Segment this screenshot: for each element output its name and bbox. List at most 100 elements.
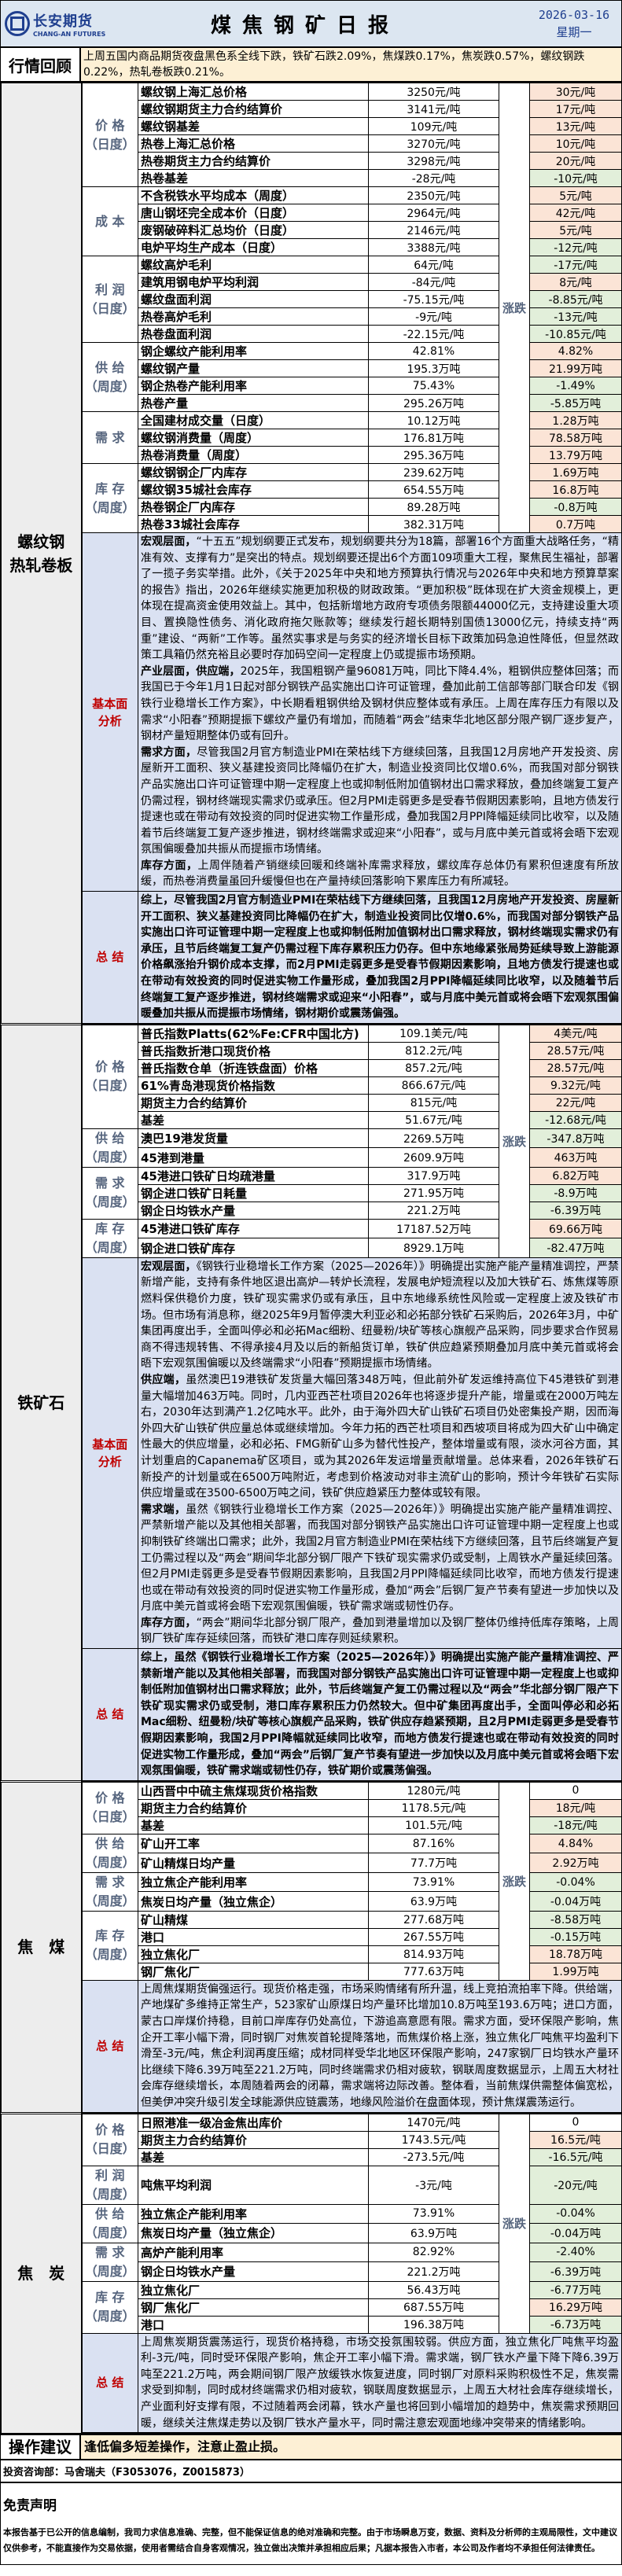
indicator-change: -20元/吨 bbox=[529, 2165, 622, 2205]
indicator-change: 13.79万吨 bbox=[529, 446, 622, 464]
table-row: 港口 267.55万吨 -0.15万吨 bbox=[2, 1927, 622, 1946]
logo-emblem-icon bbox=[5, 11, 30, 36]
indicator-change: 9.32元/吨 bbox=[529, 1076, 622, 1095]
indicator-value: -3元/吨 bbox=[368, 2165, 499, 2205]
indicator-value: 2609.9万吨 bbox=[368, 1147, 499, 1168]
trading-advice-label: 操作建议 bbox=[1, 2435, 81, 2460]
table-row: 基差 101.5元/吨 -18元/吨 bbox=[2, 1816, 622, 1834]
summary-text: 上周焦煤期货偏强运行。现货价格走强，市场采购情绪有所升温，线上竞拍流拍率下降。供… bbox=[138, 1979, 622, 2114]
table-row: 库 存 （周度） 螺纹钢钢企厂内库存 239.62万吨 1.69万吨 bbox=[2, 463, 622, 533]
disclaimer-text: 本报告基于已公开的信息编制，我司力求信息准确、完整，但不能保证信息的绝对准确和完… bbox=[3, 2527, 617, 2554]
indicator-value: 101.5元/吨 bbox=[368, 1816, 499, 1834]
analysis-paragraph-lead: 需求方面， bbox=[141, 745, 197, 759]
indicator-name: 基差 bbox=[138, 1110, 369, 1129]
indicator-value: 654.55万吨 bbox=[368, 480, 499, 499]
indicator-value: 3270元/吨 bbox=[368, 134, 499, 153]
indicator-change: 16.8万吨 bbox=[529, 480, 622, 499]
indicator-value: 8929.1万吨 bbox=[368, 1238, 499, 1258]
table-row: 45港到港量 2609.9万吨 463万吨 bbox=[2, 1147, 622, 1168]
indicator-name: 热卷上海汇总价格 bbox=[138, 134, 369, 153]
table-row: 焦 煤价 格 （日度） 山西晋中中硫主焦煤现货价格指数 1280元/吨 涨跌 0 bbox=[1, 1781, 622, 2114]
section-category: 螺纹钢 热轧卷板 bbox=[1, 82, 83, 1025]
indicator-value: 382.31万吨 bbox=[368, 515, 499, 533]
indicator-name: 热卷高炉毛利 bbox=[138, 307, 369, 326]
analysis-paragraph-lead: 库存方面， bbox=[141, 859, 198, 872]
table-row: 利 润 （周度） 吨焦平均利润 -3元/吨 -20元/吨 bbox=[2, 2165, 622, 2205]
logo-name-en: CHANG-AN FUTURES bbox=[33, 30, 106, 38]
report-title: 煤焦钢矿日报 bbox=[210, 13, 399, 38]
indicator-change: -12.68元/吨 bbox=[529, 1110, 622, 1129]
indicator-name: 普氏指数折港口现货价格 bbox=[138, 1041, 369, 1060]
indicator-name: 不含税铁水平均成本（周度） bbox=[138, 186, 369, 204]
group-label: 库 存 （周度） bbox=[81, 2280, 138, 2334]
indicator-name: 港口 bbox=[138, 1927, 369, 1946]
report-header: 长安期货 CHANG-AN FUTURES 煤焦钢矿日报 2026-03-16 … bbox=[1, 1, 621, 48]
table-row: 唐山钢坯完全成本价（日度） 2964元/吨 42元/吨 bbox=[2, 204, 622, 222]
indicator-value: 87.16% bbox=[368, 1833, 499, 1854]
indicator-name: 螺纹高炉毛利 bbox=[138, 256, 369, 274]
report-date: 2026-03-16 bbox=[538, 8, 610, 22]
indicator-change: -82.47万吨 bbox=[529, 1238, 622, 1258]
indicator-change: 16.5元/吨 bbox=[529, 2130, 622, 2149]
group-label: 价 格 （日度） bbox=[81, 1781, 138, 1834]
trading-advice: 操作建议 逢低偏多短差操作，注意止盈止损。 bbox=[1, 2434, 621, 2461]
group-label: 价 格 （日度） bbox=[81, 2113, 138, 2166]
indicator-change: 8元/吨 bbox=[529, 273, 622, 291]
change-column-label: 涨跌 bbox=[499, 1781, 530, 1981]
indicator-name: 热卷盘面利润 bbox=[138, 325, 369, 343]
indicator-name: 钢企热卷产能利用率 bbox=[138, 377, 369, 395]
indicator-value: 267.55万吨 bbox=[368, 1927, 499, 1946]
indicator-name: 螺纹钢期货主力合约结算价 bbox=[138, 100, 369, 118]
indicator-name: 山西晋中中硫主焦煤现货价格指数 bbox=[138, 1781, 369, 1800]
indicator-name: 澳巴19港发货量 bbox=[138, 1128, 369, 1149]
table-row: 螺纹钢期货主力合约结算价 3141元/吨 17元/吨 bbox=[2, 100, 622, 118]
indicator-name: 矿山开工率 bbox=[138, 1833, 369, 1854]
table-row: 铁矿石价 格 （日度） 普氏指数Platts(62%Fe:CFR中国北方) 109.… bbox=[1, 1024, 622, 1782]
disclaimer: 免责声明 本报告基于已公开的信息编制，我司力求信息准确、完整，但不能保证信息的绝… bbox=[1, 2483, 621, 2564]
group-label: 需 求 （周度） bbox=[81, 1871, 138, 1912]
summary-text: 上周焦炭期货震荡运行，现货价格持稳，市场交投氛围较弱。供应方面，独立焦化厂吨焦平… bbox=[138, 2332, 622, 2434]
indicator-name: 热卷消费量（周度） bbox=[138, 446, 369, 464]
table-row: 库 存 （周度） 独立焦化厂 56.43万吨 -6.77万吨 bbox=[2, 2280, 622, 2334]
analysis-row: 基本面 分析 宏观层面，“十五五”规划纲要正式发布，规划纲要共分为18篇，部署16… bbox=[2, 532, 622, 892]
disclaimer-title: 免责声明 bbox=[3, 2498, 57, 2515]
indicator-change: 22元/吨 bbox=[529, 1093, 622, 1112]
indicator-change: -13元/吨 bbox=[529, 307, 622, 326]
indicator-change: -347.8万吨 bbox=[529, 1128, 622, 1149]
indicator-change: -0.04% bbox=[529, 2203, 622, 2225]
analysis-paragraph: 需求方面，尽管我国2月官方制造业PMI在荣枯线下方继续回落，且我国12月房地产开… bbox=[141, 745, 619, 858]
indicator-name: 45港进口铁矿库存 bbox=[138, 1218, 369, 1239]
indicator-name: 基差 bbox=[138, 1816, 369, 1834]
table-row: 基差 -273.5元/吨 -16.5元/吨 bbox=[2, 2147, 622, 2166]
table-row: 热卷基差 -28元/吨 -10元/吨 bbox=[2, 169, 622, 187]
table-row: 库 存 （周度） 45港进口铁矿库存 17187.52万吨 69.66万吨 bbox=[2, 1218, 622, 1258]
analysis-paragraph: 库存方面，“两会”期间华北部分钢厂限产，叠加到港量增加以及钢厂整体仍维持低库存策… bbox=[141, 1615, 619, 1647]
table-row: 期货主力合约结算价 1178.5元/吨 18元/吨 bbox=[2, 1798, 622, 1817]
market-review-text: 上周五国内商品期货夜盘黑色系全线下跌，铁矿石跌2.09%，焦煤跌0.17%，焦炭… bbox=[81, 48, 621, 81]
analysis-paragraph-lead: 宏观层面， bbox=[141, 1260, 197, 1273]
company-logo: 长安期货 CHANG-AN FUTURES bbox=[5, 10, 115, 38]
indicator-name: 期货主力合约结算价 bbox=[138, 1798, 369, 1817]
indicator-value: 51.67元/吨 bbox=[368, 1110, 499, 1129]
table-row: 需 求 （周度） 高炉产能利用率 82.92% -2.40% bbox=[2, 2242, 622, 2282]
indicator-change: -6.73万吨 bbox=[529, 2315, 622, 2334]
indicator-name: 热卷基差 bbox=[138, 169, 369, 187]
table-row: 钢企日均铁水产量 221.2万吨 -6.39万吨 bbox=[2, 1201, 622, 1220]
table-row: 利 润 （日度） 螺纹高炉毛利 64元/吨 -17元/吨 bbox=[2, 256, 622, 343]
analysis-paragraph: 产业层面，供应端，2025年，我国粗钢产量96081万吨，同比下降4.4%，粗钢… bbox=[141, 664, 619, 745]
indicator-change: -12元/吨 bbox=[529, 238, 622, 256]
change-column-label: 涨跌 bbox=[499, 1024, 530, 1258]
indicator-name: 吨焦平均利润 bbox=[138, 2165, 369, 2205]
indicator-name: 螺纹盘面利润 bbox=[138, 290, 369, 308]
summary-row: 总 结综上，尽管我国2月官方制造业PMI在荣枯线下方继续回落，且我国12月房地产… bbox=[2, 891, 622, 1025]
indicator-change: -2.40% bbox=[529, 2242, 622, 2263]
indicator-value: 814.93万吨 bbox=[368, 1945, 499, 1963]
table-row: 61%青岛港现货价格指数 866.67元/吨 9.32元/吨 bbox=[2, 1076, 622, 1095]
indicator-value: 777.63万吨 bbox=[368, 1962, 499, 1981]
indicator-value: 109.1美元/吨 bbox=[368, 1024, 499, 1043]
indicator-value: 64元/吨 bbox=[368, 256, 499, 274]
analysis-paragraph-body: 上周伴随着产销继续回暖和终端补库需求释放，螺纹库存总体仍有累积但速度有所放缓，而… bbox=[141, 859, 620, 889]
indicator-name: 螺纹钢基差 bbox=[138, 117, 369, 135]
indicator-value: 82.92% bbox=[368, 2242, 499, 2263]
indicator-name: 钢企进口铁矿日耗量 bbox=[138, 1183, 369, 1202]
